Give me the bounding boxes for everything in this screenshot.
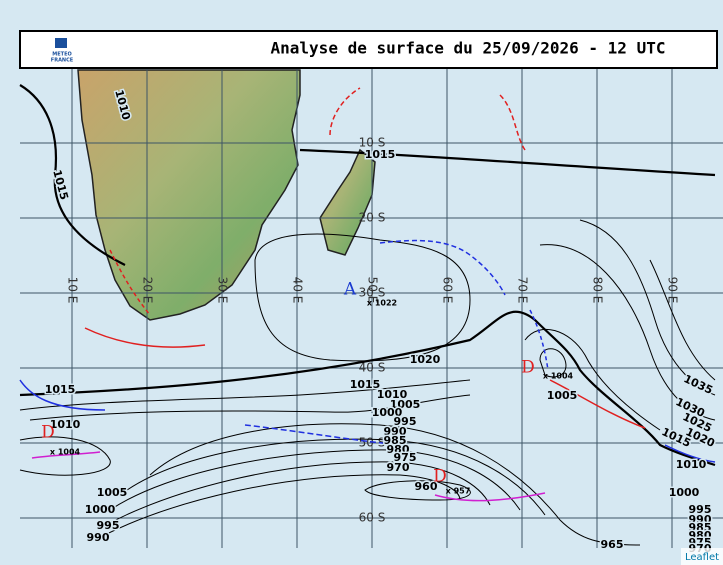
attribution[interactable]: Leaflet: [685, 552, 719, 563]
isobar-label: 1000: [669, 486, 700, 499]
latitude-label: 20 S: [359, 211, 386, 225]
isobar-label: 965: [601, 538, 624, 551]
longitude-label: 70 E: [516, 277, 530, 304]
isobar-label: 1020: [410, 353, 441, 366]
isobar-label: 975: [689, 536, 712, 549]
fronts: [19, 87, 716, 502]
longitude-label: 80 E: [591, 277, 605, 304]
latitude-label: 40 S: [359, 361, 386, 375]
isobar-label: 1010: [50, 418, 81, 431]
center-pressure: x 1004: [50, 448, 81, 457]
isobar-label: 1015: [350, 378, 381, 391]
isobar-label: 960: [415, 480, 438, 493]
isobar-label: 1000: [85, 503, 116, 516]
isobar-label: 980: [689, 529, 712, 542]
isobar-label: 995: [394, 415, 417, 428]
longitude-label: 20 E: [141, 277, 155, 304]
graticule: 10 E 20 E 30 E 40 E 50 E 60 E 70 E 80 E 90 E 10 S…: [20, 68, 723, 548]
isobar-label: 975: [394, 451, 417, 464]
isobar-label: 990: [87, 531, 110, 544]
center-pressure: x 957: [446, 487, 471, 496]
pressure-centers: Ax 1022 Dx 1004 D x 1004 Dx 957: [41, 280, 573, 496]
longitude-label: 40 E: [291, 277, 305, 304]
center-symbol: A: [343, 280, 357, 300]
header-box: [19, 30, 718, 69]
latitude-label: 60 S: [359, 511, 386, 525]
isobar-label: 1000: [372, 406, 403, 419]
longitude-label: 50 E: [366, 277, 380, 304]
isobar-label: 1005: [97, 486, 128, 499]
isobar-label: 1015: [365, 148, 396, 161]
land: [77, 69, 376, 321]
center-symbol: D: [41, 423, 55, 443]
isobar-label: 1005: [390, 398, 421, 411]
isobar-label: 1010: [676, 458, 707, 471]
isobar-label: 1015: [45, 383, 76, 396]
isobar-label: 1005: [547, 389, 578, 402]
attribution-bg: [681, 548, 723, 565]
longitude-label: 60 E: [441, 277, 455, 304]
isobar-label: 980: [387, 443, 410, 456]
logo-icon: [55, 38, 67, 48]
isobar-label: 995: [689, 503, 712, 516]
center-symbol: D: [433, 467, 447, 487]
logo-text: FRANCE: [51, 58, 74, 64]
longitude-label: 10 E: [66, 277, 80, 304]
map-title: Analyse de surface du 25/09/2026 - 12 UT…: [271, 39, 666, 58]
latitude-label: 30 S: [359, 286, 386, 300]
logo-text: METEO: [52, 52, 71, 58]
center-symbol: D: [521, 358, 535, 378]
isobar-label: 1010: [377, 388, 408, 401]
center-pressure: x 1004: [543, 372, 574, 381]
isobar-label: 970: [387, 461, 410, 474]
isobar-label: 990: [689, 513, 712, 526]
isobar-label: 985: [384, 434, 407, 447]
longitude-label: 30 E: [216, 277, 230, 304]
latitude-label: 10 S: [359, 136, 386, 150]
isobar-label: 985: [689, 521, 712, 534]
longitude-label: 90 E: [666, 277, 680, 304]
isobars: [19, 84, 716, 546]
isobar-label: 990: [384, 425, 407, 438]
center-pressure: x 1022: [367, 299, 397, 308]
isobar-label: 995: [97, 519, 120, 532]
